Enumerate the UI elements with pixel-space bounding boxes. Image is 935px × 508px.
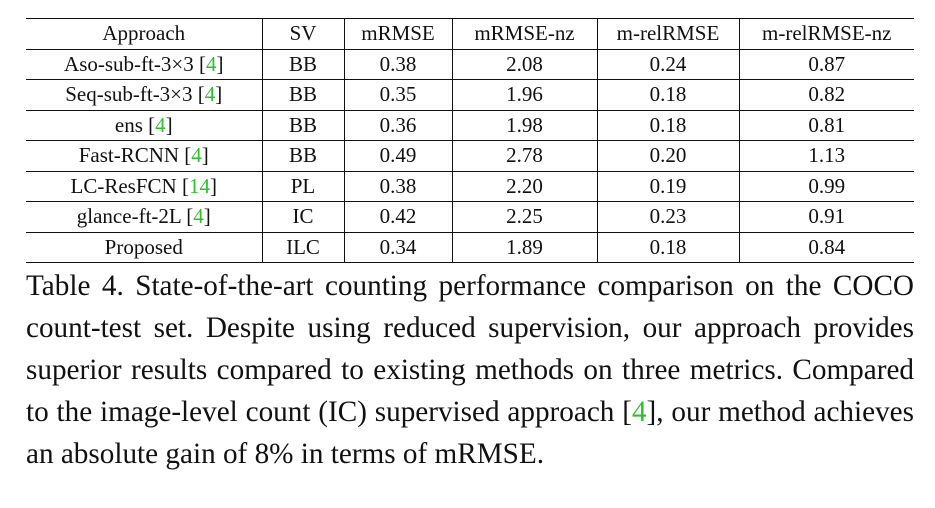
m-relrmse-nz-cell: 0.91 [739,201,914,233]
approach-cell: glance-ft-2L [4] [26,201,263,233]
sv-cell: ILC [262,232,345,263]
mrmse-cell: 0.49 [344,140,453,172]
table-row-proposed: Proposed ILC 0.34 1.89 0.18 0.84 [26,232,914,263]
m-relrmse-nz-cell: 0.87 [739,49,914,80]
sv-cell: PL [262,171,345,202]
header-mrmse-nz: mRMSE-nz [452,18,598,50]
mrmse-cell: 0.38 [344,49,453,80]
mrmse-cell: 0.38 [344,171,453,202]
header-m-relrmse-nz: m-relRMSE-nz [739,18,914,50]
mrmse-nz-cell: 2.25 [452,201,598,233]
approach-name: Fast-RCNN [78,143,180,168]
m-relrmse-cell: 0.18 [597,79,740,111]
citation-link[interactable]: 4 [193,204,204,229]
citation-link[interactable]: 4 [204,82,216,107]
citation-link[interactable]: 14 [188,173,210,198]
approach-name: Aso-sub-ft-3×3 [64,51,194,76]
sv-cell: BB [262,110,345,141]
m-relrmse-cell: 0.24 [597,49,740,80]
mrmse-cell: 0.42 [344,201,453,233]
m-relrmse-nz-cell: 0.84 [739,232,914,263]
mrmse-nz-cell: 2.78 [452,140,598,172]
approach-cell: Fast-RCNN [4] [26,140,263,172]
approach-name: LC-ResFCN [70,173,177,198]
header-m-relrmse: m-relRMSE [597,18,740,50]
table-row: Seq-sub-ft-3×3 [4] BB 0.35 1.96 0.18 0.8… [26,79,914,111]
m-relrmse-nz-cell: 0.99 [739,171,914,202]
m-relrmse-cell: 0.19 [597,171,740,202]
table-row: glance-ft-2L [4] IC 0.42 2.25 0.23 0.91 [26,201,914,233]
m-relrmse-nz-cell-best: 0.81 [739,110,914,141]
table-header-row: Approach SV mRMSE mRMSE-nz m-relRMSE m-r… [26,18,914,50]
approach-name: Proposed [104,234,183,259]
approach-cell: Proposed [26,232,263,263]
m-relrmse-cell: 0.20 [597,140,740,172]
caption-text-end: , our method achieves an absolute gain o… [26,396,914,470]
approach-cell: Aso-sub-ft-3×3 [4] [26,49,263,80]
results-table: Approach SV mRMSE mRMSE-nz m-relRMSE m-r… [26,18,914,263]
approach-cell: ens [4] [26,110,263,141]
m-relrmse-cell-best: 0.18 [597,232,740,263]
mrmse-nz-cell: 1.96 [452,79,598,111]
header-sv: SV [262,18,345,50]
approach-name: glance-ft-2L [76,204,181,229]
approach-name: Seq-sub-ft-3×3 [65,82,193,107]
citation-link[interactable]: 4 [631,396,647,428]
citation-link[interactable]: 4 [191,143,202,168]
m-relrmse-cell: 0.18 [597,110,740,141]
citation-link[interactable]: 4 [205,51,217,76]
caption-text: Table 4. State-of-the-art counting perfo… [26,270,914,428]
sv-cell: BB [262,49,345,80]
table-row: ens [4] BB 0.36 1.98 0.18 0.81 [26,110,914,141]
m-relrmse-nz-cell: 0.82 [739,79,914,111]
mrmse-nz-cell-best: 1.89 [452,232,598,263]
m-relrmse-nz-cell: 1.13 [739,140,914,172]
approach-name: ens [114,112,143,137]
sv-cell: BB [262,79,345,111]
mrmse-nz-cell: 1.98 [452,110,598,141]
table-row: LC-ResFCN [14] PL 0.38 2.20 0.19 0.99 [26,171,914,202]
mrmse-cell: 0.36 [344,110,453,141]
table-row: Fast-RCNN [4] BB 0.49 2.78 0.20 1.13 [26,140,914,172]
approach-cell: Seq-sub-ft-3×3 [4] [26,79,263,111]
table-row: Aso-sub-ft-3×3 [4] BB 0.38 2.08 0.24 0.8… [26,49,914,80]
mrmse-nz-cell: 2.20 [452,171,598,202]
mrmse-cell: 0.35 [344,79,453,111]
mrmse-nz-cell: 2.08 [452,49,598,80]
header-approach: Approach [26,18,263,50]
sv-cell: BB [262,140,345,172]
table-figure: Approach SV mRMSE mRMSE-nz m-relRMSE m-r… [26,18,914,504]
table-caption: Table 4. State-of-the-art counting perfo… [26,270,914,470]
citation-link[interactable]: 4 [155,112,166,137]
mrmse-cell-best: 0.34 [344,232,453,263]
sv-cell: IC [262,201,345,233]
approach-cell: LC-ResFCN [14] [26,171,263,202]
header-mrmse: mRMSE [344,18,453,50]
m-relrmse-cell: 0.23 [597,201,740,233]
